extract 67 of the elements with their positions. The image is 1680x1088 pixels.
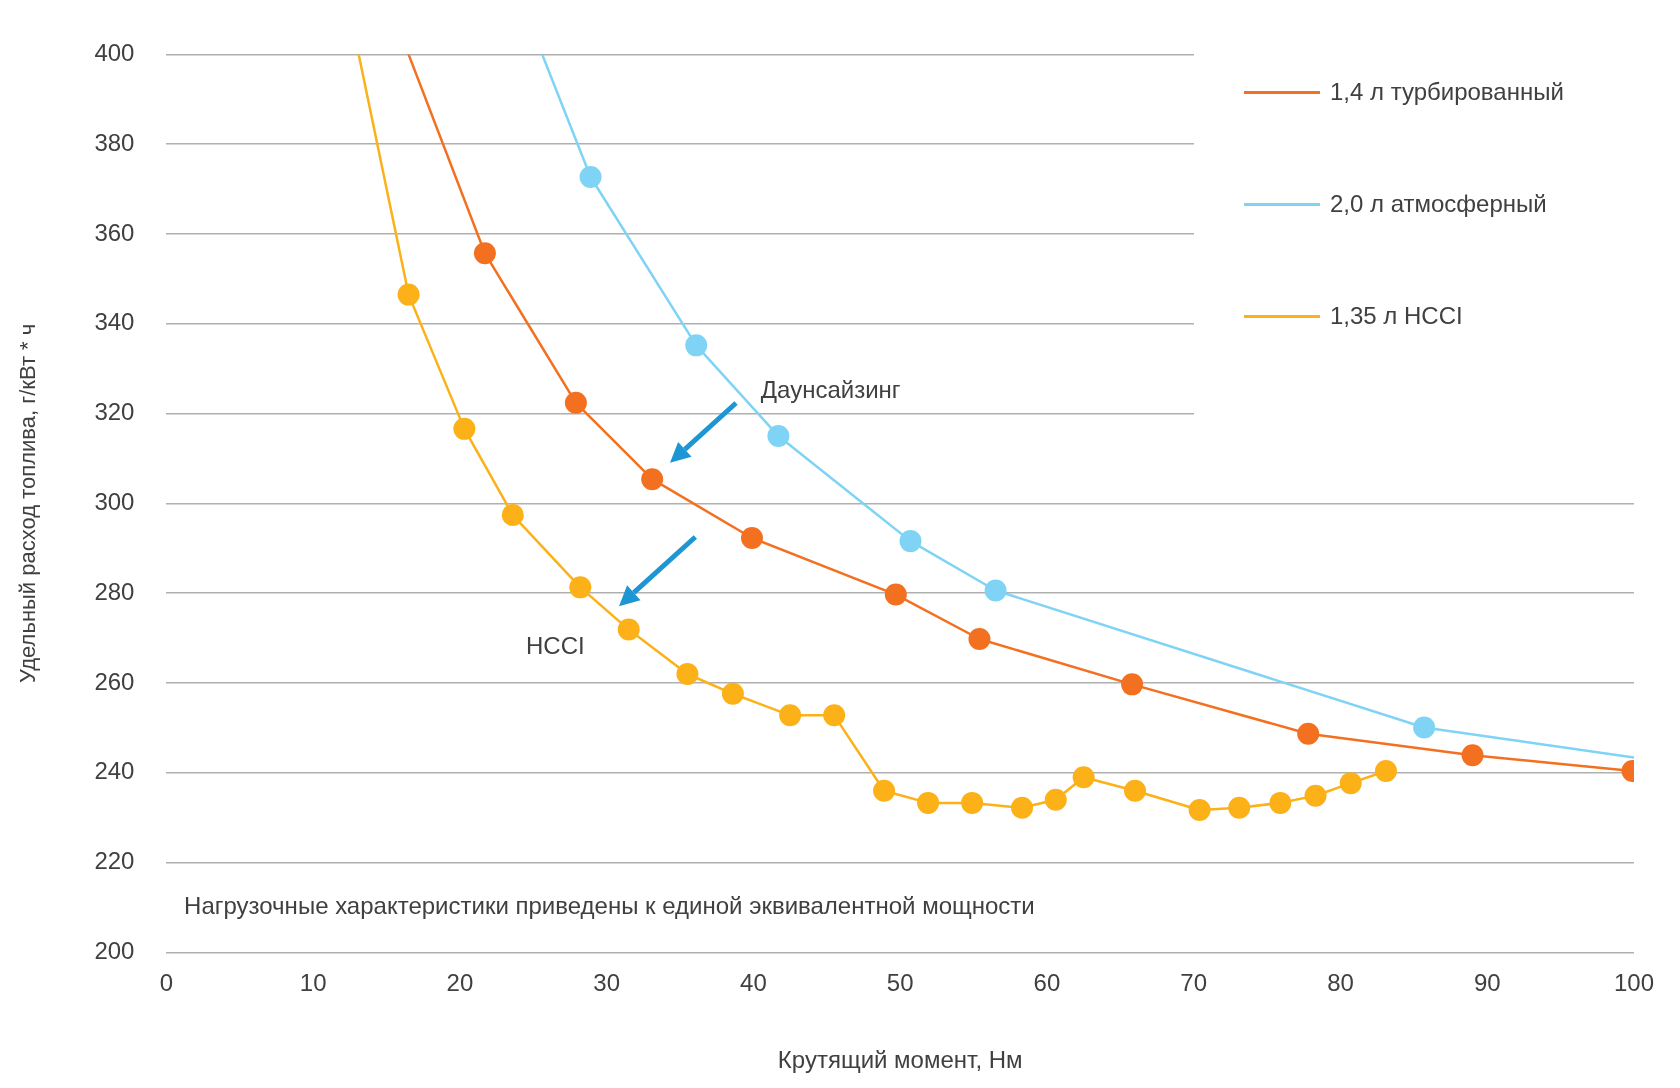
x-tick-label: 40: [740, 969, 767, 997]
point: [564, 391, 587, 414]
point: [779, 704, 802, 727]
point: [767, 425, 790, 448]
point: [1121, 673, 1144, 696]
x-tick-label: 10: [299, 969, 327, 997]
y-tick-label: 400: [94, 39, 135, 67]
annotation: Нагрузочные характеристики приведены к единой эквивалентной мощности: [184, 892, 1035, 920]
y-tick-label: 220: [94, 847, 135, 875]
point: [740, 526, 763, 549]
point: [984, 579, 1007, 602]
point: [823, 704, 846, 727]
point: [579, 165, 602, 188]
annotation: HCCI: [525, 631, 585, 659]
point: [1011, 796, 1034, 819]
x-axis-title: Крутящий момент, Нм: [777, 1046, 1023, 1074]
y-tick-label: 360: [94, 218, 135, 246]
point: [873, 779, 896, 802]
point: [1044, 788, 1067, 811]
point: [569, 576, 592, 599]
point: [968, 628, 991, 650]
x-tick-label: 90: [1473, 969, 1501, 997]
x-tick-label: 0: [159, 969, 174, 997]
annotation: Даунсайзинг: [760, 375, 901, 403]
point: [453, 417, 476, 440]
point: [1374, 760, 1397, 782]
point: [884, 583, 907, 606]
point: [685, 334, 708, 357]
legend-label: 1,4 л турбированный: [1329, 78, 1564, 107]
point: [917, 791, 940, 814]
x-tick-label: 60: [1033, 969, 1061, 997]
point: [1269, 791, 1292, 814]
point: [961, 791, 984, 814]
point: [1461, 744, 1484, 767]
point: [1304, 784, 1327, 807]
legend-label: 1,35 л HCCI: [1329, 302, 1463, 331]
y-tick-label: 320: [94, 398, 135, 426]
point: [899, 530, 922, 553]
x-tick-label: 100: [1613, 969, 1654, 997]
point: [676, 663, 699, 686]
point: [1339, 772, 1362, 795]
point: [1297, 722, 1320, 745]
point: [397, 283, 420, 306]
y-tick-label: 200: [94, 937, 135, 965]
x-tick-label: 70: [1180, 969, 1208, 997]
x-tick-label: 30: [593, 969, 621, 997]
point: [721, 682, 744, 705]
y-tick-label: 240: [94, 757, 135, 785]
x-tick-label: 50: [886, 969, 914, 997]
point: [617, 618, 640, 641]
point: [1072, 766, 1095, 789]
point: [1188, 799, 1211, 822]
x-tick-label: 20: [446, 969, 474, 997]
point: [641, 468, 664, 491]
x-tick-label: 80: [1327, 969, 1354, 997]
point: [1413, 716, 1436, 739]
point: [473, 242, 496, 265]
point: [1124, 779, 1147, 802]
y-tick-label: 340: [94, 308, 135, 336]
y-tick-label: 300: [94, 488, 135, 516]
y-tick-label: 280: [94, 577, 135, 605]
point: [501, 504, 524, 527]
legend-label: 2,0 л атмосферный: [1329, 190, 1547, 219]
y-tick-label: 260: [94, 667, 135, 695]
y-tick-label: 380: [94, 128, 135, 156]
point: [1228, 796, 1251, 819]
y-axis-title: Удельный расход топлива, г/кВт * ч: [15, 323, 41, 684]
